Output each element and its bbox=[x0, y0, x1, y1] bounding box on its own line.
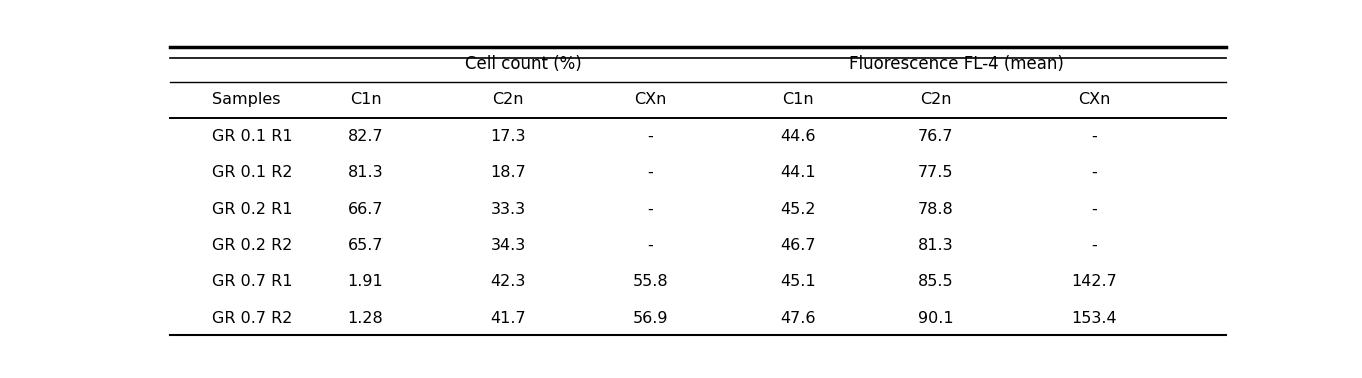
Text: C1n: C1n bbox=[350, 93, 381, 107]
Text: 1.91: 1.91 bbox=[347, 274, 383, 289]
Text: -: - bbox=[648, 129, 654, 144]
Text: C1n: C1n bbox=[783, 93, 814, 107]
Text: GR 0.1 R2: GR 0.1 R2 bbox=[212, 165, 293, 180]
Text: -: - bbox=[648, 201, 654, 217]
Text: GR 0.2 R2: GR 0.2 R2 bbox=[212, 238, 293, 253]
Text: 17.3: 17.3 bbox=[490, 129, 526, 144]
Text: -: - bbox=[1091, 129, 1096, 144]
Text: 81.3: 81.3 bbox=[918, 238, 953, 253]
Text: 85.5: 85.5 bbox=[918, 274, 953, 289]
Text: 77.5: 77.5 bbox=[918, 165, 953, 180]
Text: -: - bbox=[1091, 201, 1096, 217]
Text: 18.7: 18.7 bbox=[490, 165, 526, 180]
Text: 65.7: 65.7 bbox=[347, 238, 383, 253]
Text: 41.7: 41.7 bbox=[490, 311, 526, 326]
Text: 78.8: 78.8 bbox=[918, 201, 953, 217]
Text: GR 0.7 R1: GR 0.7 R1 bbox=[212, 274, 293, 289]
Text: 33.3: 33.3 bbox=[490, 201, 526, 217]
Text: 81.3: 81.3 bbox=[347, 165, 383, 180]
Text: C2n: C2n bbox=[492, 93, 524, 107]
Text: Fluorescence FL-4 (mean): Fluorescence FL-4 (mean) bbox=[849, 54, 1064, 73]
Text: Cell count (%): Cell count (%) bbox=[466, 54, 582, 73]
Text: 1.28: 1.28 bbox=[347, 311, 383, 326]
Text: -: - bbox=[1091, 238, 1096, 253]
Text: 56.9: 56.9 bbox=[633, 311, 669, 326]
Text: 142.7: 142.7 bbox=[1071, 274, 1117, 289]
Text: CXn: CXn bbox=[1077, 93, 1110, 107]
Text: 153.4: 153.4 bbox=[1071, 311, 1117, 326]
Text: 82.7: 82.7 bbox=[347, 129, 383, 144]
Text: 90.1: 90.1 bbox=[918, 311, 953, 326]
Text: 45.2: 45.2 bbox=[780, 201, 816, 217]
Text: -: - bbox=[648, 238, 654, 253]
Text: GR 0.7 R2: GR 0.7 R2 bbox=[212, 311, 293, 326]
Text: C2n: C2n bbox=[919, 93, 951, 107]
Text: Samples: Samples bbox=[212, 93, 281, 107]
Text: GR 0.2 R1: GR 0.2 R1 bbox=[212, 201, 293, 217]
Text: 44.6: 44.6 bbox=[780, 129, 816, 144]
Text: -: - bbox=[1091, 165, 1096, 180]
Text: 55.8: 55.8 bbox=[633, 274, 669, 289]
Text: 44.1: 44.1 bbox=[780, 165, 816, 180]
Text: 76.7: 76.7 bbox=[918, 129, 953, 144]
Text: -: - bbox=[648, 165, 654, 180]
Text: 45.1: 45.1 bbox=[780, 274, 816, 289]
Text: CXn: CXn bbox=[635, 93, 667, 107]
Text: GR 0.1 R1: GR 0.1 R1 bbox=[212, 129, 293, 144]
Text: 34.3: 34.3 bbox=[490, 238, 526, 253]
Text: 42.3: 42.3 bbox=[490, 274, 526, 289]
Text: 66.7: 66.7 bbox=[347, 201, 383, 217]
Text: 47.6: 47.6 bbox=[780, 311, 816, 326]
Text: 46.7: 46.7 bbox=[780, 238, 816, 253]
